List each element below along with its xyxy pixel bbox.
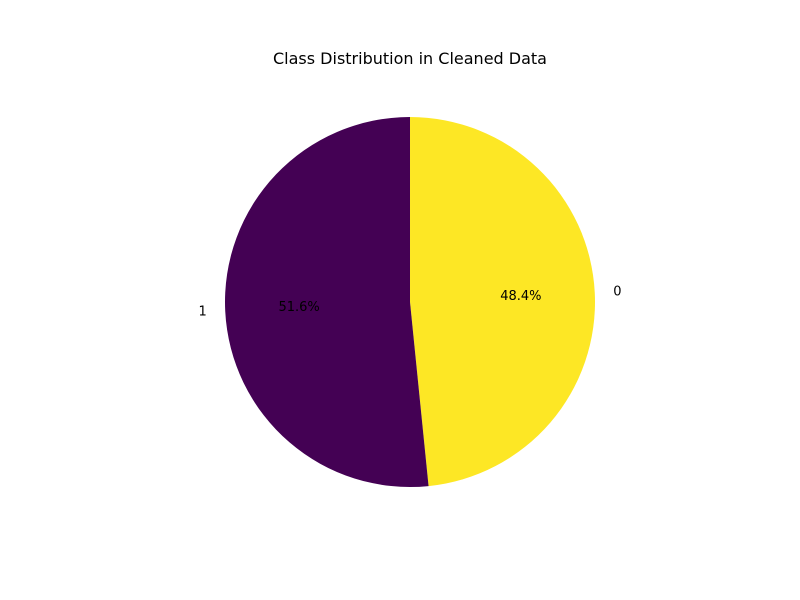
slices-layer — [224, 117, 595, 488]
chart-title: Class Distribution in Cleaned Data — [273, 49, 547, 68]
labels-layer: 0 48.4% 1 51.6% — [198, 284, 621, 319]
pie-slice-0 — [410, 117, 595, 487]
slice-category-label-1: 1 — [198, 305, 206, 320]
slice-percent-label-1: 51.6% — [278, 300, 319, 315]
slice-percent-label-0: 48.4% — [500, 289, 541, 304]
slice-category-label-0: 0 — [613, 284, 621, 299]
pie-slice-1 — [224, 117, 429, 488]
